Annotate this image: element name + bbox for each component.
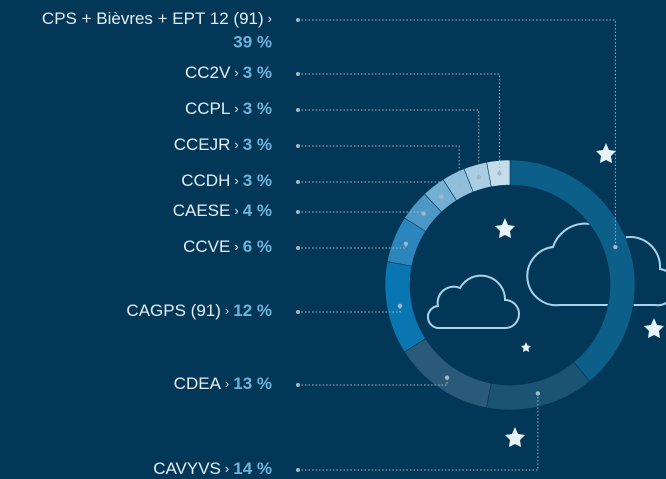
label-name: CAGPS (91) [126,301,220,320]
donut-segment [404,338,492,409]
leader-dot [296,210,300,214]
leader-line [298,181,442,197]
label-separator: › [225,461,229,476]
label-separator: › [234,137,238,152]
value-label: 12 % [233,301,272,320]
label: CDEA › 13 % [174,374,272,393]
label-name: CCEJR [174,135,231,154]
label-name: CDEA [174,374,222,393]
label-separator: › [234,203,238,218]
label-separator: › [234,173,238,188]
leader-dot [296,72,300,76]
label: CAVYVS › 14 % [153,459,272,478]
value-label: 3 % [243,135,272,154]
leader-dot [296,468,300,472]
leader-line [298,243,407,249]
label: CPS + Bièvres + EPT 12 (91) › [42,9,272,28]
label-separator: › [234,101,238,116]
leader-line [298,73,500,174]
leader-dot [296,180,300,184]
leader-dot [296,144,300,148]
leader-line [298,211,425,214]
label: CCDH › 3 % [181,171,272,190]
label: CAESE › 4 % [173,201,272,220]
donut-segment [384,261,426,353]
leader-dot [535,391,541,396]
label: CCVE › 6 % [183,237,272,256]
label-separator: › [234,65,238,80]
leader-dot [296,18,300,22]
leader-line [298,145,460,186]
leader-dot [296,310,300,314]
leader-line [298,19,616,248]
label-name: CC2V [185,63,231,82]
value-label: 3 % [243,99,272,118]
leader-dot [397,303,403,309]
leader-dot [476,175,481,180]
leader-dot [613,244,618,250]
label-separator: › [268,11,272,26]
label: CAGPS (91) › 12 % [126,301,272,320]
label-name: CAVYVS [153,459,221,478]
leader-dot [403,241,409,246]
leader-dot [296,108,300,112]
label: CCEJR › 3 % [174,135,272,154]
leader-dot [456,183,462,188]
leader-line [298,305,401,313]
label: CCPL › 3 % [185,99,272,118]
leader-dot [497,171,502,176]
leader-dot [296,383,300,387]
leader-dot [444,375,450,380]
donut-segment [486,361,591,411]
leader-dot [421,211,426,216]
label: CC2V › 3 % [185,63,272,82]
label-separator: › [225,303,229,318]
label-name: CAESE [173,201,231,220]
value-label: 39 % [233,32,272,51]
value-label: 3 % [243,63,272,82]
leader-dot [296,246,300,250]
value-label: 6 % [243,237,272,256]
leader-line [298,393,539,471]
leader-line [298,377,448,386]
label-separator: › [234,239,238,254]
value-label: 3 % [243,171,272,190]
label-name: CPS + Bièvres + EPT 12 (91) [42,9,264,28]
label-separator: › [225,376,229,391]
label-name: CCVE [183,237,230,256]
leader-line [298,109,480,178]
label-name: CCPL [185,99,230,118]
value-label: 14 % [233,459,272,478]
label-name: CCDH [181,171,230,190]
leader-dot [439,194,444,199]
value-label: 13 % [233,374,272,393]
value-label: 4 % [243,201,272,220]
